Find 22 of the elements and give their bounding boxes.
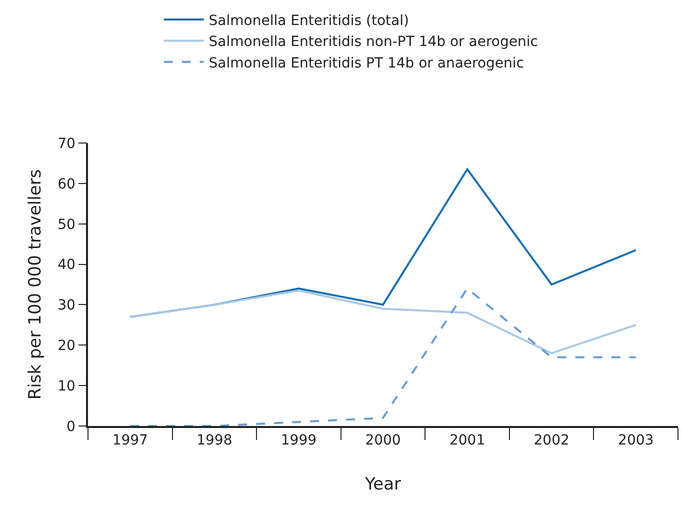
x-tick-label: 1997 bbox=[112, 432, 148, 449]
legend-label: Salmonella Enteritidis PT 14b or anaerogenic bbox=[208, 55, 524, 72]
x-tick-label: 2003 bbox=[618, 432, 654, 449]
x-tick-label: 2000 bbox=[365, 432, 401, 449]
y-tick-label: 30 bbox=[58, 298, 76, 314]
legend-label: Salmonella Enteritidis (total) bbox=[208, 12, 409, 29]
x-tick-label: 1998 bbox=[196, 432, 232, 449]
y-tick-label: 50 bbox=[58, 216, 76, 233]
y-axis-title: Risk per 100 000 travellers bbox=[26, 169, 46, 400]
y-tick-label: 40 bbox=[58, 257, 76, 274]
y-tick-label: 20 bbox=[58, 338, 76, 354]
line-series bbox=[129, 290, 637, 354]
x-axis-title: Year bbox=[364, 474, 402, 494]
y-tick-label: 70 bbox=[58, 136, 76, 152]
y-tick-label: 0 bbox=[66, 418, 76, 435]
x-tick-label: 2001 bbox=[449, 432, 486, 449]
y-tick-label: 60 bbox=[58, 176, 76, 192]
x-tick-label: 2002 bbox=[534, 432, 570, 449]
y-tick-label: 10 bbox=[58, 378, 76, 394]
x-tick-label: 1999 bbox=[280, 432, 317, 449]
line-series bbox=[129, 288, 637, 426]
legend-label: Salmonella Enteritidis non-PT 14b or aerogenic bbox=[208, 34, 538, 50]
